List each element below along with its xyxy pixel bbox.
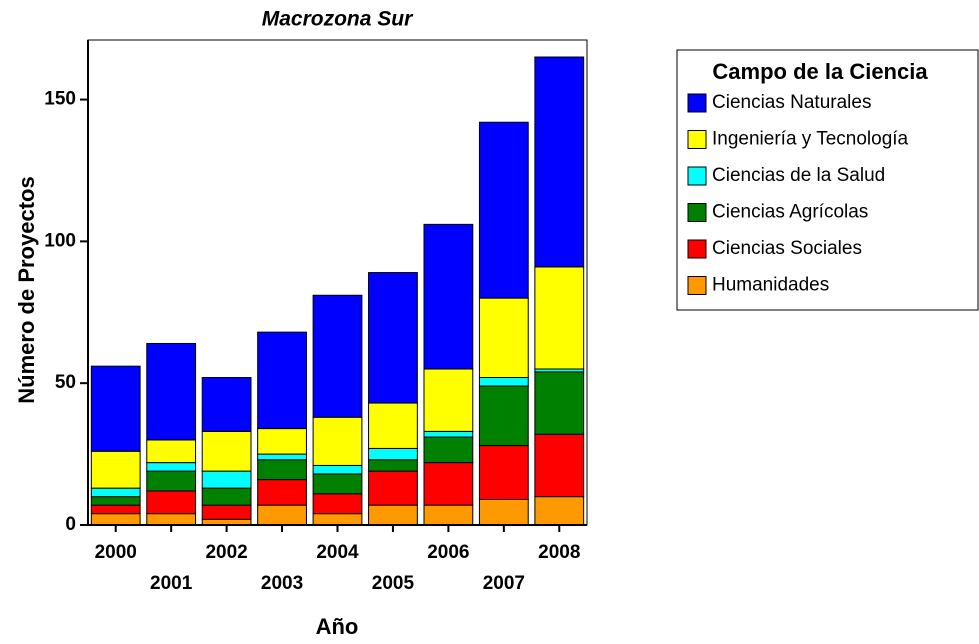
legend-label: Ciencias de la Salud bbox=[712, 165, 885, 186]
legend-swatch bbox=[687, 276, 707, 295]
bar-segment bbox=[423, 462, 474, 506]
chart-title: Macrozona Sur bbox=[262, 8, 414, 31]
x-tick-label: 2001 bbox=[150, 573, 193, 594]
x-tick-label: 2004 bbox=[316, 542, 359, 563]
bar-segment bbox=[312, 493, 363, 515]
y-axis-label: Número de Proyectos bbox=[14, 176, 39, 403]
bar-segment bbox=[90, 513, 141, 526]
legend-swatch bbox=[687, 239, 707, 259]
bar-segment bbox=[478, 121, 529, 299]
bar-segment bbox=[90, 450, 141, 489]
bar-segment bbox=[534, 56, 585, 268]
bar-segment bbox=[312, 294, 363, 418]
bar-segment bbox=[201, 430, 252, 472]
legend-swatch bbox=[687, 203, 707, 222]
bar-segment bbox=[90, 504, 141, 515]
bar-segment bbox=[90, 487, 141, 498]
bar-segment bbox=[257, 479, 307, 506]
bar-segment bbox=[423, 223, 474, 370]
bar-segment bbox=[368, 447, 418, 461]
legend-swatch bbox=[687, 166, 707, 186]
bar-segment bbox=[312, 464, 363, 475]
bar-segment bbox=[201, 377, 252, 432]
bar-segment bbox=[478, 385, 529, 447]
x-tick-label: 2000 bbox=[95, 542, 137, 563]
legend-swatch bbox=[687, 130, 707, 149]
bar-segment bbox=[146, 462, 197, 472]
bar-segment bbox=[90, 496, 141, 506]
y-tick-label: 150 bbox=[44, 89, 76, 110]
x-tick-label: 2008 bbox=[538, 542, 580, 563]
legend-box bbox=[676, 49, 979, 311]
y-tick-label: 50 bbox=[55, 372, 76, 393]
bar-segment bbox=[257, 504, 307, 526]
bar-segment bbox=[201, 504, 252, 520]
bar-segment bbox=[257, 453, 307, 461]
x-tick-label: 2003 bbox=[261, 573, 303, 594]
legend-title: Campo de la Ciencia bbox=[712, 59, 928, 84]
bar-segment bbox=[201, 487, 252, 506]
legend-label: Humanidades bbox=[712, 275, 829, 296]
bar-segment bbox=[312, 473, 363, 495]
bar-segment bbox=[423, 504, 474, 526]
bar-segment bbox=[534, 433, 585, 498]
bar-segment bbox=[368, 402, 418, 449]
legend-label: Ingeniería y Tecnología bbox=[712, 129, 909, 150]
bar-segment bbox=[368, 272, 418, 404]
bar-segment bbox=[534, 266, 585, 370]
bar-segment bbox=[478, 377, 529, 387]
bar-segment bbox=[146, 513, 197, 526]
y-tick-label: 0 bbox=[65, 514, 76, 535]
legend-label: Ciencias Naturales bbox=[712, 92, 871, 113]
bar-segment bbox=[423, 430, 474, 438]
plot-frame bbox=[87, 39, 588, 526]
bar-segment bbox=[478, 445, 529, 500]
bar-segment bbox=[146, 470, 197, 492]
bar-segment bbox=[146, 490, 197, 515]
bar-segment bbox=[257, 331, 307, 430]
bar-segment bbox=[312, 513, 363, 526]
bar-segment bbox=[534, 496, 585, 526]
bar-segment bbox=[257, 459, 307, 481]
bar-segment bbox=[534, 371, 585, 435]
bar-segment bbox=[146, 439, 197, 464]
bar-segment bbox=[423, 368, 474, 432]
x-tick-label: 2002 bbox=[205, 542, 247, 563]
y-tick-label: 100 bbox=[44, 230, 76, 251]
bar-segment bbox=[368, 459, 418, 472]
bar-segment bbox=[201, 470, 252, 489]
bar-segment bbox=[90, 365, 141, 452]
bar-segment bbox=[478, 498, 529, 526]
legend-swatch bbox=[687, 93, 707, 113]
x-axis-label: Año bbox=[316, 614, 359, 639]
bar-segment bbox=[368, 504, 418, 526]
x-tick-label: 2005 bbox=[372, 573, 415, 594]
legend-label: Ciencias Agrícolas bbox=[712, 202, 868, 223]
x-tick-label: 2006 bbox=[427, 542, 469, 563]
bar-segment bbox=[423, 436, 474, 464]
bar-segment bbox=[478, 297, 529, 379]
bar-segment bbox=[312, 416, 363, 466]
bar-segment bbox=[257, 428, 307, 455]
bar-segment bbox=[146, 342, 197, 441]
legend-label: Ciencias Sociales bbox=[712, 238, 862, 259]
x-tick-label: 2007 bbox=[483, 573, 525, 594]
bar-segment bbox=[368, 470, 418, 506]
